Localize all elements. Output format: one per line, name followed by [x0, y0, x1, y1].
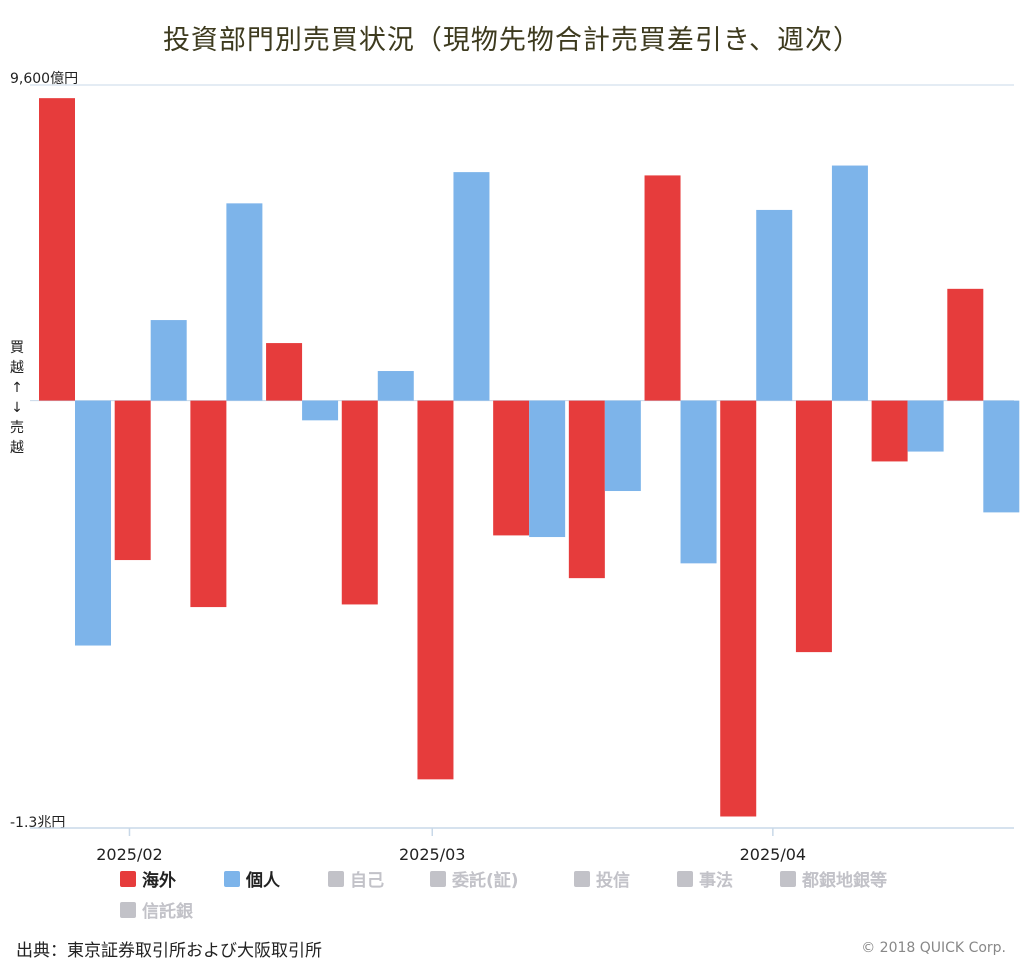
bar-overseas — [39, 98, 75, 401]
bar-overseas — [341, 400, 378, 605]
bar-overseas — [947, 288, 984, 401]
bar-overseas — [644, 175, 681, 401]
x-tick-label: 2025/04 — [740, 845, 806, 864]
bar-individual — [756, 209, 793, 401]
bar-individual — [907, 400, 944, 452]
legend-label: 都銀地銀等 — [802, 871, 887, 891]
bar-overseas — [720, 400, 757, 817]
chart-title: 投資部門別売買状況（現物先物合計売買差引き、週次） — [162, 25, 862, 56]
bar-individual — [529, 400, 566, 538]
bar-individual — [75, 400, 111, 646]
legend-label: 投信 — [596, 871, 630, 891]
bar-individual — [377, 371, 414, 401]
bar-overseas — [190, 400, 227, 608]
legend-swatch — [677, 870, 693, 887]
legend-swatch — [224, 870, 240, 887]
bar-overseas — [493, 400, 530, 536]
legend-item-trust-banks[interactable]: 信託銀 — [120, 897, 193, 922]
source-note: 出典：東京証券取引所および大阪取引所 — [16, 941, 322, 961]
bar-individual — [831, 165, 868, 401]
bar-individual — [226, 203, 263, 401]
direction-char: 売 — [10, 420, 24, 436]
bar-individual — [453, 172, 490, 401]
legend-swatch — [120, 870, 136, 887]
bar-individual — [983, 400, 1020, 513]
legend-swatch — [780, 870, 796, 887]
legend-swatch — [328, 870, 344, 887]
y-min-label: -1.3兆円 — [10, 815, 66, 831]
bar-individual — [604, 400, 641, 492]
legend-label: 自己 — [350, 871, 384, 891]
bar-overseas — [871, 400, 908, 462]
legend-item-overseas[interactable]: 海外 — [120, 866, 176, 891]
x-tick-label: 2025/02 — [96, 845, 162, 864]
direction-char: 越 — [10, 440, 24, 456]
legend-label: 信託銀 — [142, 902, 193, 922]
legend-item-investment-trusts[interactable]: 投信 — [574, 866, 630, 891]
legend-label: 事法 — [699, 871, 733, 891]
legend-item-brokerage[interactable]: 委託(証) — [430, 866, 519, 891]
legend-item-dealer[interactable]: 自己 — [328, 866, 384, 891]
direction-char: ↓ — [11, 400, 23, 416]
bar-individual — [150, 320, 187, 401]
legend-swatch — [430, 870, 446, 887]
legend-label: 海外 — [142, 871, 176, 891]
direction-char: 越 — [10, 360, 24, 376]
copyright: © 2018 QUICK Corp. — [861, 940, 1006, 956]
bar-individual — [680, 400, 717, 564]
direction-char: 買 — [10, 340, 24, 356]
x-tick-label: 2025/03 — [399, 845, 465, 864]
legend-label: 委託(証) — [452, 871, 519, 891]
bar-overseas — [417, 400, 454, 780]
legend-label: 個人 — [246, 871, 280, 891]
legend-swatch — [574, 870, 590, 887]
legend-swatch — [120, 901, 136, 918]
bar-overseas — [795, 400, 832, 653]
legend-item-individual[interactable]: 個人 — [224, 866, 280, 891]
bar-overseas — [568, 400, 605, 579]
y-max-label: 9,600億円 — [10, 71, 79, 87]
bar-overseas — [114, 400, 151, 561]
legend-item-business-corps[interactable]: 事法 — [677, 866, 733, 891]
direction-char: ↑ — [11, 380, 23, 396]
bar-individual — [302, 400, 339, 421]
direction-label: 買 越 ↑ ↓ 売 越 — [6, 338, 28, 458]
bar-overseas — [266, 343, 303, 401]
legend-item-banks[interactable]: 都銀地銀等 — [780, 866, 887, 891]
